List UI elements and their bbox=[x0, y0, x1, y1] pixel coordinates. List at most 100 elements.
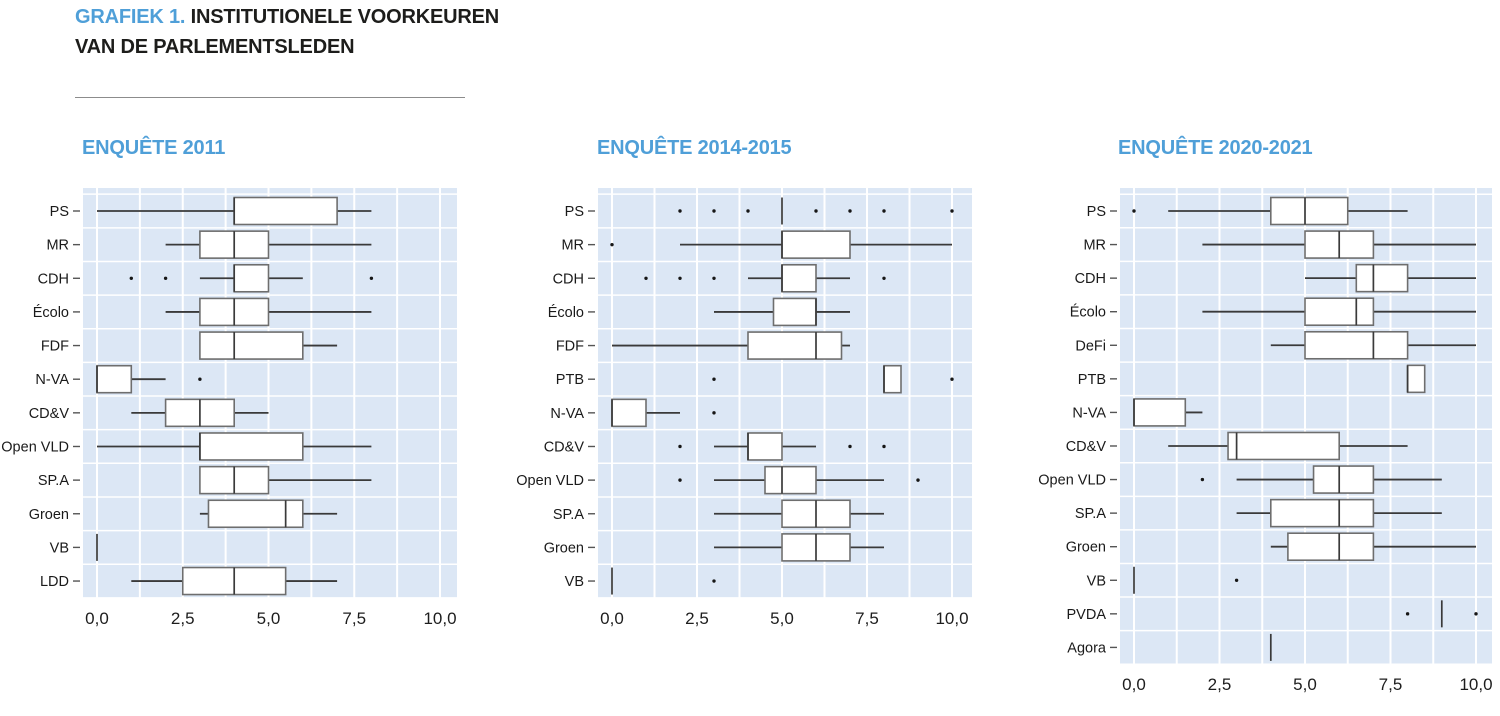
y-axis-label-ps: PS bbox=[1087, 204, 1106, 220]
outlier-dot bbox=[678, 209, 682, 213]
y-axis-label-fdf: FDF bbox=[556, 339, 584, 355]
outlier-dot bbox=[1200, 477, 1205, 482]
outlier-dot bbox=[369, 276, 374, 280]
y-axis-label-open-vld: Open VLD bbox=[1, 439, 69, 455]
box-cd-v bbox=[1227, 431, 1341, 461]
y-axis-label-cdh: CDH bbox=[38, 271, 69, 287]
outlier-dot bbox=[1234, 578, 1239, 582]
plot-area bbox=[83, 188, 457, 598]
outlier-dot bbox=[916, 478, 920, 482]
y-axis-label-cd-v: CD&V bbox=[544, 439, 585, 455]
figure-title-line1: GRAFIEK 1. INSTITUTIONELE VOORKEUREN bbox=[75, 2, 499, 32]
outlier-dot bbox=[950, 209, 954, 213]
y-axis-label-agora: Agora bbox=[1067, 640, 1107, 656]
x-axis-tick-label: 10,0 bbox=[423, 609, 456, 628]
outlier-dot bbox=[712, 377, 716, 381]
y-axis-label-vb: VB bbox=[50, 540, 69, 556]
y-axis-label-ps: PS bbox=[50, 204, 69, 220]
box-groen bbox=[207, 499, 304, 529]
y-axis-label--colo: Écolo bbox=[548, 304, 584, 321]
x-axis-tick-label: 5,0 bbox=[770, 609, 794, 628]
y-axis-label-groen: Groen bbox=[1066, 540, 1106, 556]
x-axis-tick-label: 2,5 bbox=[171, 609, 195, 628]
y-axis-label-sp-a: SP.A bbox=[553, 507, 585, 523]
x-axis-tick-label: 0,0 bbox=[1122, 675, 1146, 694]
box-cdh bbox=[781, 263, 817, 293]
y-axis-label-fdf: FDF bbox=[41, 339, 69, 355]
outlier-dot bbox=[882, 444, 886, 449]
y-axis-label-sp-a: SP.A bbox=[38, 473, 70, 489]
x-axis-tick-label: 10,0 bbox=[935, 609, 968, 628]
outlier-dot bbox=[1132, 209, 1136, 213]
y-axis-label-cdh: CDH bbox=[1075, 271, 1106, 287]
box-n-va bbox=[96, 364, 133, 394]
outlier-dot bbox=[678, 444, 682, 449]
y-axis-label-mr: MR bbox=[1083, 238, 1106, 254]
outlier-dot bbox=[198, 377, 202, 381]
box-n-va bbox=[1133, 398, 1187, 427]
outlier-dot bbox=[882, 209, 886, 213]
x-axis-tick-label: 0,0 bbox=[600, 609, 624, 628]
box-ptb bbox=[883, 364, 902, 394]
y-axis-label-groen: Groen bbox=[544, 540, 584, 556]
outlier-dot bbox=[163, 276, 168, 280]
y-axis-label-sp-a: SP.A bbox=[1075, 506, 1107, 522]
x-axis-tick-label: 7,5 bbox=[1379, 675, 1403, 694]
panel-title-2020-2021: ENQUÊTE 2020-2021 bbox=[1118, 137, 1313, 159]
y-axis-label-n-va: N-VA bbox=[550, 406, 584, 422]
y-axis-label-defi: DeFi bbox=[1075, 338, 1106, 354]
figure-title-line2: VAN DE PARLEMENTSLEDEN bbox=[75, 36, 355, 58]
panel-title-2011: ENQUÊTE 2011 bbox=[82, 137, 226, 159]
outlier-dot bbox=[950, 377, 954, 381]
y-axis-label-n-va: N-VA bbox=[35, 372, 69, 388]
figure-title-text: INSTITUTIONELE VOORKEUREN bbox=[190, 6, 500, 28]
outlier-dot bbox=[678, 478, 682, 482]
box--colo bbox=[772, 297, 817, 327]
y-axis-label-vb: VB bbox=[565, 574, 584, 590]
x-axis-tick-label: 5,0 bbox=[257, 609, 281, 628]
x-axis-tick-label: 7,5 bbox=[855, 609, 879, 628]
box--colo bbox=[1304, 297, 1375, 327]
outlier-dot bbox=[746, 209, 750, 213]
y-axis-label-ldd: LDD bbox=[40, 574, 69, 590]
outlier-dot bbox=[712, 411, 716, 415]
box-cd-v bbox=[747, 432, 783, 461]
panel-title-2014-2015: ENQUÊTE 2014-2015 bbox=[597, 137, 792, 159]
y-axis-label-ptb: PTB bbox=[556, 372, 584, 388]
header-divider bbox=[75, 97, 465, 98]
y-axis-label-open-vld: Open VLD bbox=[1038, 473, 1106, 489]
y-axis-label--colo: Écolo bbox=[1070, 304, 1106, 321]
box-fdf bbox=[747, 331, 843, 360]
box-fdf bbox=[199, 331, 304, 360]
box-ptb bbox=[1406, 364, 1426, 394]
box-open-vld bbox=[1312, 465, 1375, 494]
x-axis-tick-label: 7,5 bbox=[342, 609, 366, 628]
figure-number: GRAFIEK 1. bbox=[75, 6, 186, 28]
x-axis-tick-label: 2,5 bbox=[685, 609, 709, 628]
y-axis-label-cd-v: CD&V bbox=[29, 406, 70, 422]
box-groen bbox=[1287, 532, 1375, 562]
y-axis-label-mr: MR bbox=[46, 238, 69, 254]
box-defi bbox=[1304, 330, 1409, 360]
y-axis-label-cd-v: CD&V bbox=[1066, 439, 1107, 455]
box-ps bbox=[1270, 196, 1349, 226]
outlier-dot bbox=[129, 276, 133, 280]
y-axis-label-open-vld: Open VLD bbox=[516, 473, 584, 489]
box-ps bbox=[233, 196, 338, 226]
box-sp-a bbox=[1270, 498, 1375, 528]
y-axis-label-vb: VB bbox=[1087, 573, 1106, 589]
box-cdh bbox=[1355, 263, 1409, 293]
y-axis-label-groen: Groen bbox=[29, 507, 69, 523]
box-n-va bbox=[611, 398, 647, 428]
outlier-dot bbox=[678, 276, 682, 280]
box-open-vld bbox=[764, 465, 817, 495]
x-axis-tick-label: 0,0 bbox=[85, 609, 109, 628]
y-axis-label--colo: Écolo bbox=[33, 304, 69, 321]
y-axis-label-ps: PS bbox=[565, 204, 584, 220]
box-open-vld bbox=[199, 432, 304, 461]
outlier-dot bbox=[610, 242, 614, 247]
y-axis-label-mr: MR bbox=[561, 238, 584, 254]
outlier-dot bbox=[712, 209, 716, 213]
y-axis-label-pvda: PVDA bbox=[1067, 607, 1107, 623]
